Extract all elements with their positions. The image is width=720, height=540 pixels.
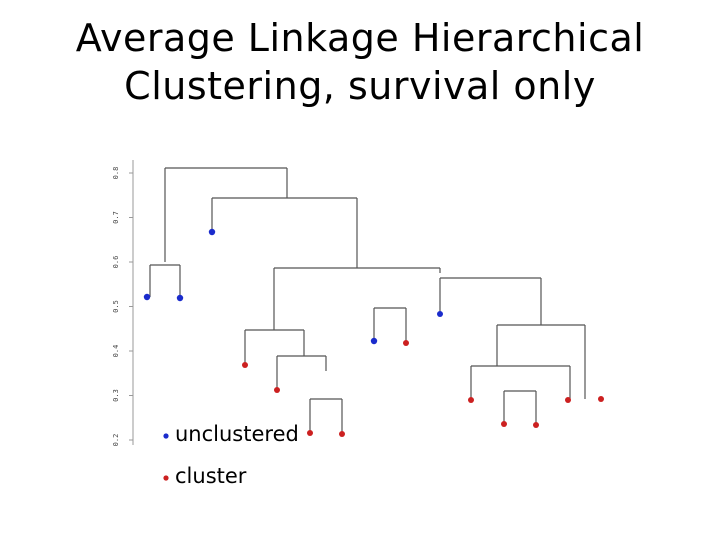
slide-title: Average Linkage Hierarchical Clustering,… xyxy=(0,14,720,110)
leaf-marker xyxy=(565,397,571,403)
legend-marker-cluster xyxy=(163,475,169,481)
y-tick-label: 0.2 xyxy=(112,434,120,447)
y-tick-label: 0.7 xyxy=(112,211,120,224)
y-tick-label: 0.3 xyxy=(112,389,120,402)
leaf-marker xyxy=(143,293,151,301)
legend-marker-unclustered xyxy=(163,433,169,439)
legend: unclustered cluster xyxy=(163,422,299,488)
leaf-marker xyxy=(339,431,345,437)
dendrogram-branches xyxy=(149,167,586,433)
leaf-marker xyxy=(242,362,248,368)
y-tick-label: 0.6 xyxy=(112,256,120,269)
leaf-marker xyxy=(501,421,507,427)
leaf-marker xyxy=(208,228,216,236)
legend-label-cluster: cluster xyxy=(175,464,247,488)
leaf-markers xyxy=(143,228,604,437)
y-tick-label: 0.8 xyxy=(112,167,120,180)
title-line-2: Clustering, survival only xyxy=(124,64,596,108)
leaf-marker xyxy=(176,294,184,302)
title-line-1: Average Linkage Hierarchical xyxy=(75,16,645,60)
y-tick-label: 0.5 xyxy=(112,300,120,313)
leaf-marker xyxy=(403,340,409,346)
leaf-marker xyxy=(274,387,280,393)
legend-label-unclustered: unclustered xyxy=(175,422,299,446)
y-tick-label: 0.4 xyxy=(112,345,120,358)
leaf-marker xyxy=(370,337,378,345)
y-axis-ticks: 0.2 0.3 0.4 0.5 0.6 0.7 0.8 xyxy=(112,167,133,447)
leaf-marker xyxy=(437,311,443,317)
leaf-marker xyxy=(468,397,474,403)
leaf-marker xyxy=(598,396,604,402)
leaf-marker xyxy=(533,422,539,428)
leaf-marker xyxy=(307,430,313,436)
